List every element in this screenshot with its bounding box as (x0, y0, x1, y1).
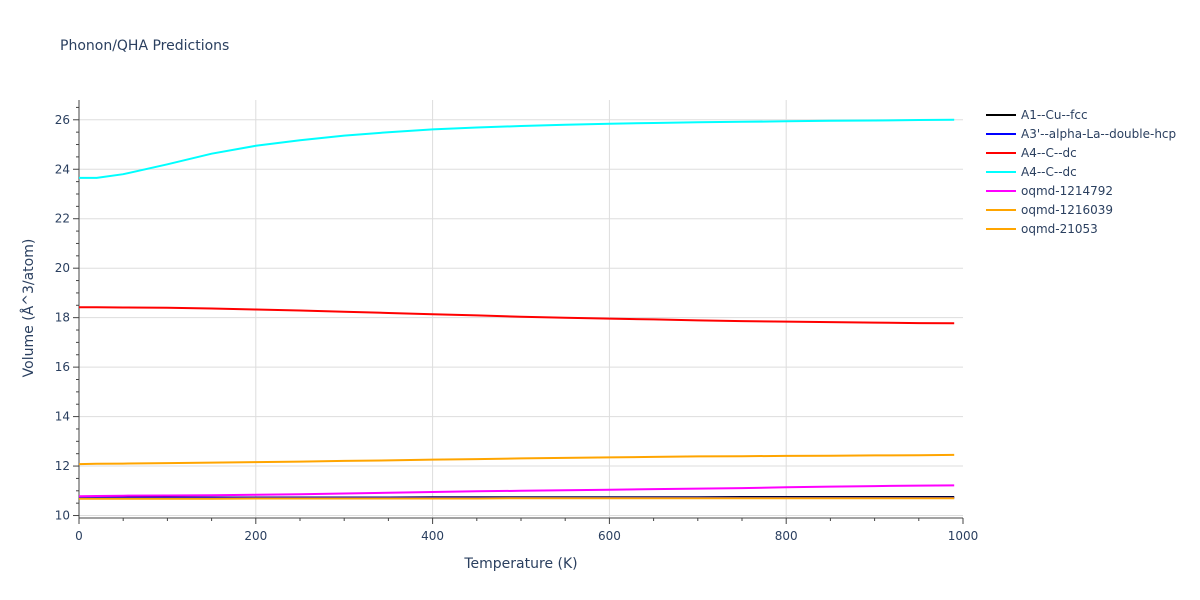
x-tick-label: 400 (421, 529, 444, 543)
series-line-6 (79, 497, 955, 500)
y-axis-title: Volume (Å^3/atom) (20, 239, 37, 378)
series-line-4 (78, 484, 955, 498)
x-tick-label: 200 (244, 529, 267, 543)
x-tick-label: 0 (75, 529, 83, 543)
legend-label: oqmd-1214792 (1021, 184, 1113, 198)
y-tick-label: 10 (55, 509, 70, 523)
legend-label: A3'--alpha-La--double-hcp (1021, 127, 1176, 141)
series-group (78, 118, 955, 500)
legend-label: oqmd-21053 (1021, 222, 1098, 236)
y-tick-label: 18 (55, 311, 70, 325)
y-tick-label: 24 (55, 162, 70, 176)
y-tick-label: 26 (55, 113, 70, 127)
legend-item[interactable]: A4--C--dc (986, 146, 1077, 160)
y-tick-label: 14 (55, 410, 70, 424)
legend-label: A1--Cu--fcc (1021, 108, 1088, 122)
legend-item[interactable]: oqmd-1216039 (986, 203, 1113, 217)
legend-label: A4--C--dc (1021, 165, 1077, 179)
y-tick-label: 20 (55, 261, 70, 275)
y-tick-label: 12 (55, 459, 70, 473)
legend-item[interactable]: oqmd-1214792 (986, 184, 1113, 198)
legend-label: oqmd-1216039 (1021, 203, 1113, 217)
series-line-5 (78, 453, 955, 466)
x-tick-label: 800 (775, 529, 798, 543)
y-tick-label: 22 (55, 212, 70, 226)
x-axis-title: Temperature (K) (463, 556, 577, 572)
axes: 0 200 400 600 800 1000 10 12 14 16 18 20 22 24 26 (55, 100, 979, 543)
legend-item[interactable]: A3'--alpha-La--double-hcp (986, 127, 1176, 141)
legend-label: A4--C--dc (1021, 146, 1077, 160)
series-line-3 (79, 118, 955, 179)
legend-item[interactable]: oqmd-21053 (986, 222, 1098, 236)
y-tick-label: 16 (55, 360, 70, 374)
legend-item[interactable]: A1--Cu--fcc (986, 108, 1088, 122)
chart-title: Phonon/QHA Predictions (60, 38, 229, 54)
series-line-2 (79, 306, 955, 325)
x-tick-label: 1000 (948, 529, 979, 543)
legend-item[interactable]: A4--C--dc (986, 165, 1077, 179)
legend[interactable]: A1--Cu--fcc A3'--alpha-La--double-hcp A4--… (986, 108, 1176, 236)
x-tick-label: 600 (598, 529, 621, 543)
